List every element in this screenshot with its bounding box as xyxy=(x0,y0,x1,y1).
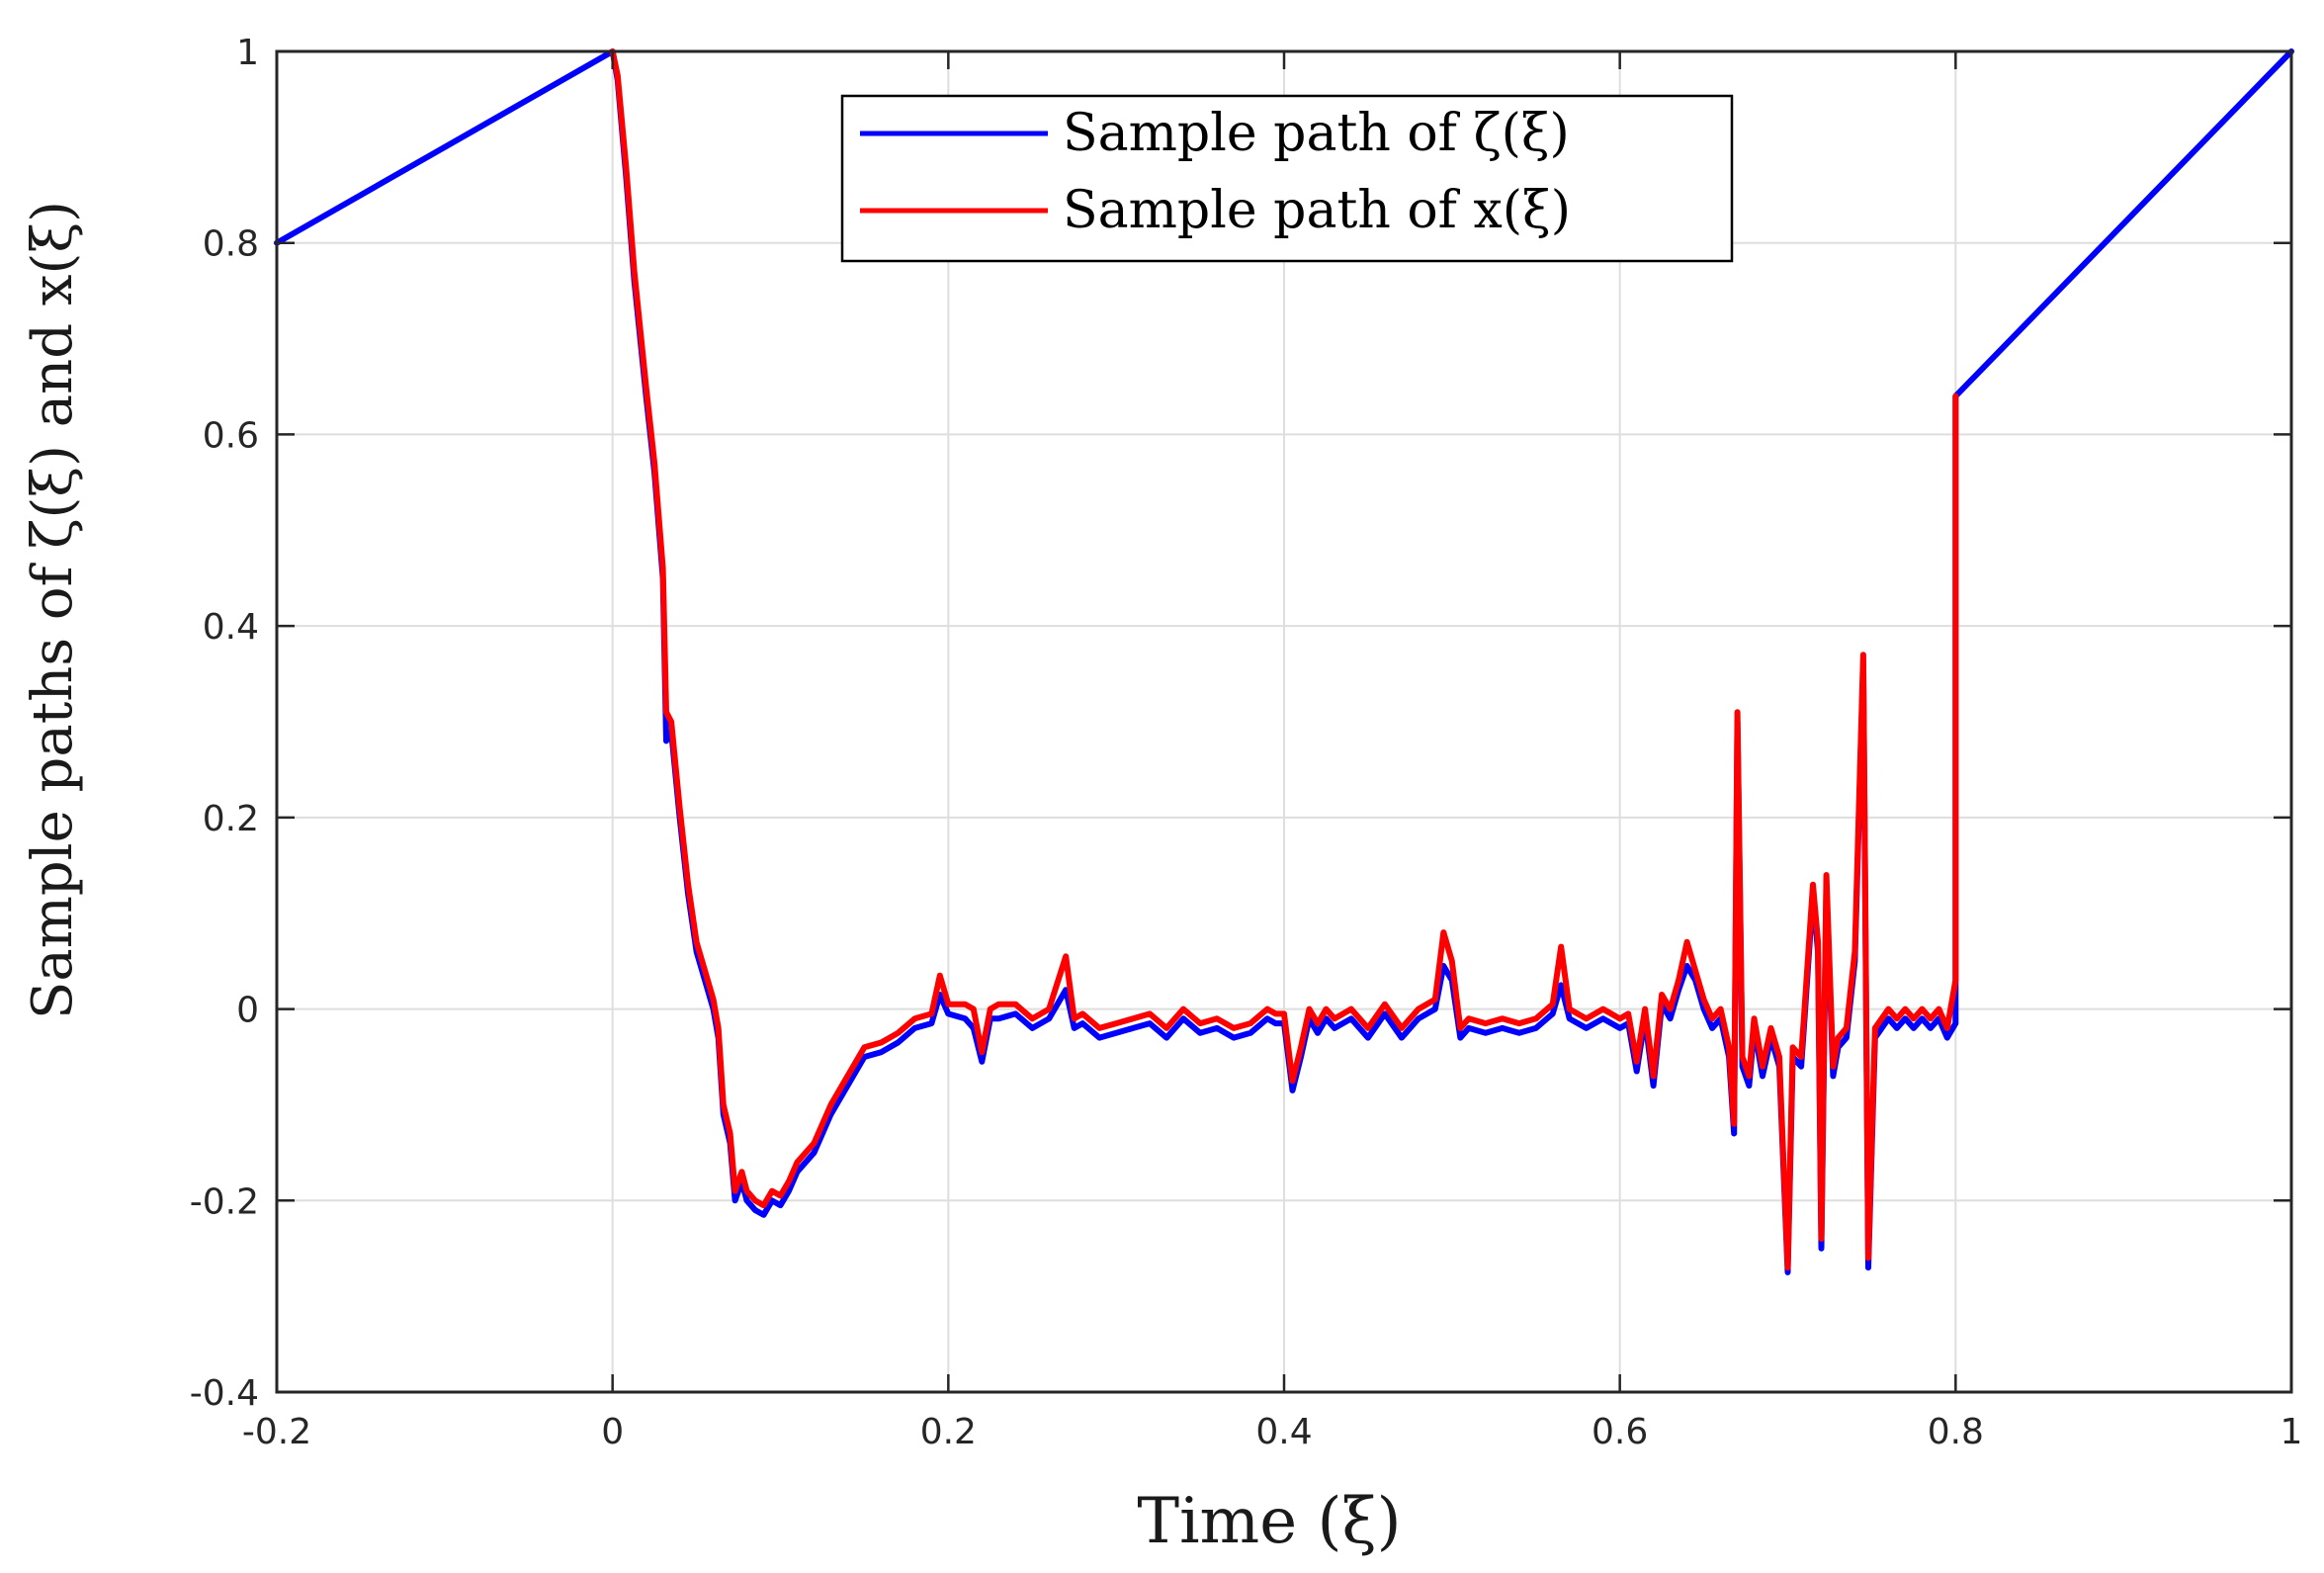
y-tick-label: 0.2 xyxy=(203,799,259,839)
legend-label-zeta: Sample path of ζ(ξ) xyxy=(1063,104,1570,163)
y-tick-label: -0.2 xyxy=(190,1181,259,1222)
legend-label-x: Sample path of x(ξ) xyxy=(1063,181,1571,240)
y-tick-label: -0.4 xyxy=(190,1373,259,1414)
x-tick-label: 1 xyxy=(2281,1412,2303,1452)
x-tick-label: 0.8 xyxy=(1928,1412,1984,1452)
y-tick-label: 0.6 xyxy=(203,415,259,456)
x-axis-title: Time (ξ) xyxy=(1137,1485,1401,1558)
series-lines xyxy=(274,48,2294,1275)
legend-box xyxy=(840,94,1734,263)
x-tick-label: 0 xyxy=(601,1412,624,1452)
legend: Sample path of ζ(ξ) Sample path of x(ξ) xyxy=(840,94,1734,263)
x-tick-label: -0.2 xyxy=(242,1412,311,1452)
y-axis-title: Sample paths of ζ(ξ) and x(ξ) xyxy=(21,201,85,1019)
series-line-x xyxy=(609,48,1959,1271)
x-tick-label: 0.4 xyxy=(1255,1412,1312,1452)
y-tick-label: 0.8 xyxy=(203,224,259,265)
x-tick-label: 0.6 xyxy=(1592,1412,1648,1452)
y-tick-label: 1 xyxy=(236,33,259,73)
x-tick-label: 0.2 xyxy=(920,1412,977,1452)
y-tick-label: 0.4 xyxy=(203,607,259,648)
y-tick-label: 0 xyxy=(236,991,259,1031)
axis-ticks: -0.2 0 0.2 0.4 0.6 0.8 1-0.4-0.200.20.40.60.81 xyxy=(190,33,2303,1452)
